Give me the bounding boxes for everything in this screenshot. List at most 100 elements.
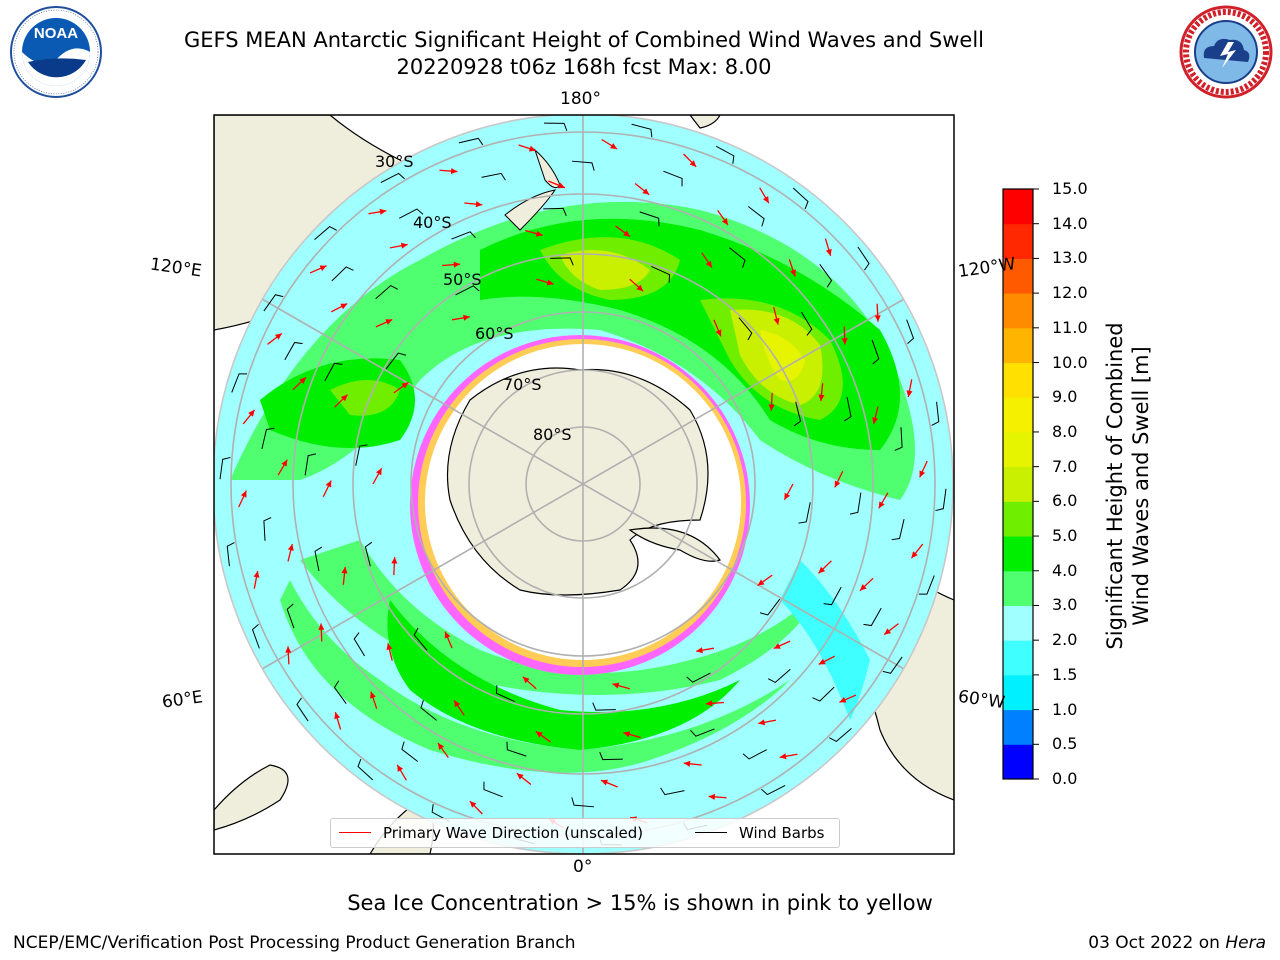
colorbar-bin bbox=[1003, 431, 1033, 468]
colorbar-bin bbox=[1003, 605, 1033, 641]
wind-barb bbox=[686, 672, 711, 683]
lat-label-70s: 70°S bbox=[503, 375, 542, 394]
lat-label-50s: 50°S bbox=[443, 270, 482, 289]
wave-direction-arrowhead bbox=[240, 490, 247, 498]
wave-direction-arrowhead bbox=[818, 394, 825, 402]
wind-barb bbox=[413, 627, 428, 651]
map-frame bbox=[213, 114, 955, 855]
lat-label-30s: 30°S bbox=[375, 152, 414, 171]
wave-direction-arrowhead bbox=[839, 696, 847, 703]
wind-barb-swatch bbox=[695, 832, 727, 833]
wind-barb bbox=[849, 492, 862, 515]
wind-barb bbox=[231, 373, 248, 393]
colorbar-tick-label: 10.0 bbox=[1052, 352, 1088, 372]
wind-barb bbox=[261, 427, 275, 450]
legend-wind-barbs: Wind Barbs bbox=[739, 824, 825, 842]
wind-barb bbox=[333, 680, 347, 704]
wind-barb bbox=[263, 294, 284, 312]
footer-host: Hera bbox=[1225, 933, 1266, 953]
wave-direction-arrowhead bbox=[475, 201, 483, 208]
colorbar-bin bbox=[1003, 327, 1033, 364]
colorbar-bin bbox=[1003, 536, 1033, 572]
wave-direction-arrowhead bbox=[841, 338, 848, 345]
svg-text:NOAA: NOAA bbox=[34, 25, 78, 42]
wave-direction-arrowhead bbox=[768, 404, 775, 411]
wind-barb bbox=[481, 172, 506, 181]
wind-barb bbox=[761, 785, 786, 796]
colorbar-bin bbox=[1003, 189, 1033, 225]
wave-direction-arrowhead bbox=[516, 773, 524, 780]
lon-label-180: 180° bbox=[560, 89, 601, 109]
legend-wave-direction: Primary Wave Direction (unscaled) bbox=[383, 824, 644, 842]
colorbar-tick-label: 2.0 bbox=[1052, 630, 1078, 650]
wave-direction-arrowhead bbox=[878, 501, 885, 509]
chart-subtitle: 20220928 t06z 168h fcst Max: 8.00 bbox=[396, 55, 772, 79]
colorbar-tick-label: 14.0 bbox=[1052, 213, 1088, 233]
wave-direction-arrowhead bbox=[299, 377, 307, 384]
footer-date-text: 03 Oct 2022 on bbox=[1088, 933, 1226, 953]
footer-date: 03 Oct 2022 on Hera bbox=[1088, 933, 1266, 953]
wave-direction-arrowhead bbox=[623, 731, 631, 738]
wave-direction-arrowhead bbox=[859, 584, 867, 591]
map-legend: Primary Wave Direction (unscaled) Wind B… bbox=[330, 818, 840, 848]
wind-barb bbox=[571, 160, 595, 171]
wave-direction-arrowhead bbox=[444, 631, 451, 639]
wave-direction-arrowhead bbox=[281, 459, 288, 467]
wave-direction-arrowhead bbox=[874, 315, 881, 322]
wind-barb bbox=[458, 137, 484, 146]
wave-direction-arrowhead bbox=[528, 145, 536, 152]
wind-barb bbox=[380, 172, 405, 183]
wave-direction-arrowhead bbox=[469, 801, 477, 808]
wind-barb bbox=[357, 758, 374, 781]
colorbar-label-line1: Significant Height of Combined bbox=[1103, 322, 1127, 650]
wind-barb bbox=[599, 752, 623, 761]
wave-direction-arrowhead bbox=[522, 676, 530, 684]
wind-barb bbox=[891, 518, 905, 541]
wave-direction-arrowhead bbox=[601, 779, 609, 786]
wave-direction-arrowhead bbox=[397, 764, 404, 772]
wave-direction-arrowhead bbox=[705, 260, 712, 268]
wind-barb bbox=[571, 797, 595, 808]
wind-barb bbox=[506, 741, 527, 757]
colorbar-tick-label: 8.0 bbox=[1052, 421, 1078, 441]
wave-direction-arrowhead bbox=[437, 742, 445, 750]
wave-direction-arrowhead bbox=[715, 329, 722, 337]
wave-direction-arrowhead bbox=[872, 417, 879, 425]
wind-barb bbox=[451, 231, 476, 240]
wave-direction-arrowhead bbox=[689, 160, 697, 167]
wind-barb bbox=[843, 396, 852, 422]
wind-barb bbox=[651, 266, 671, 283]
wave-direction-arrowhead bbox=[450, 168, 458, 175]
wave-direction-arrowhead bbox=[334, 712, 341, 720]
wind-barb bbox=[364, 541, 373, 567]
wind-barb bbox=[483, 781, 503, 798]
wave-direction-arrowhead bbox=[919, 470, 926, 478]
wave-direction-arrowhead bbox=[825, 248, 832, 256]
colorbar-bin bbox=[1003, 674, 1033, 711]
colorbar-label-line2: Wind Waves and Swell [m] bbox=[1129, 346, 1153, 626]
wave-direction-arrowhead bbox=[453, 261, 461, 268]
colorbar-tick-label: 4.0 bbox=[1052, 560, 1078, 580]
wind-barb bbox=[857, 246, 870, 271]
wind-barb bbox=[918, 575, 935, 595]
wave-direction-arrowhead bbox=[253, 571, 260, 578]
wind-barb bbox=[353, 632, 366, 657]
wind-barb bbox=[543, 207, 567, 216]
colorbar-tick-label: 3.0 bbox=[1052, 595, 1078, 615]
colorbar-tick-label: 5.0 bbox=[1052, 526, 1078, 546]
wave-direction-arrowhead bbox=[773, 643, 781, 649]
wave-direction-arrowhead bbox=[818, 658, 826, 665]
wind-barb bbox=[767, 668, 791, 684]
lat-label-60s: 60°S bbox=[475, 324, 514, 343]
wave-direction-arrowhead bbox=[340, 303, 348, 310]
wave-direction-arrowhead bbox=[319, 265, 327, 272]
wave-direction-arrowhead bbox=[623, 230, 631, 237]
wave-direction-arrowhead bbox=[834, 480, 841, 488]
wave-direction-arrowhead bbox=[911, 551, 918, 559]
wind-barb bbox=[399, 208, 424, 219]
wave-direction-arrowhead bbox=[318, 623, 325, 630]
wind-barb bbox=[355, 444, 368, 466]
wind-barb bbox=[219, 456, 231, 480]
colorbar-bin bbox=[1003, 501, 1033, 537]
